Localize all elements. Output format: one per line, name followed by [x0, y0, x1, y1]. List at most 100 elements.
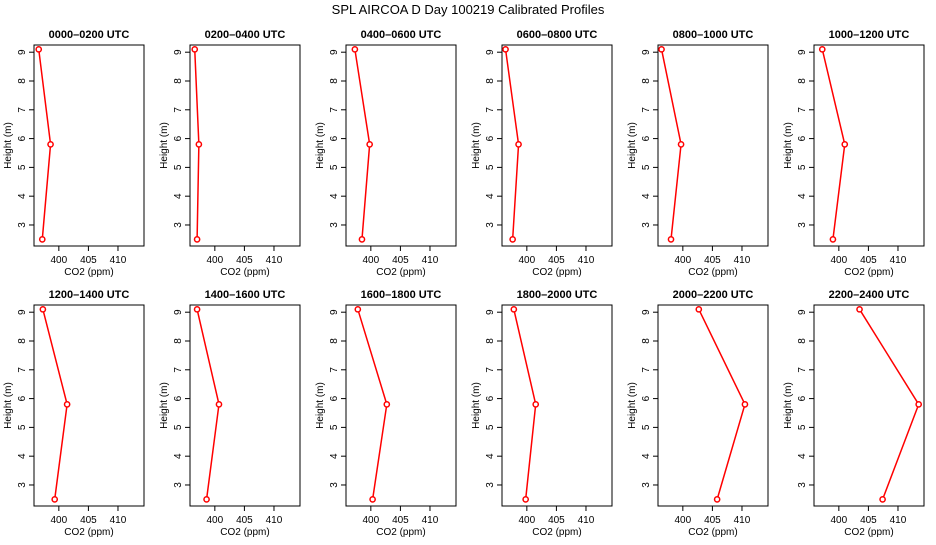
plot-frame [657, 304, 769, 507]
y-tick-label: 7 [641, 367, 652, 373]
y-tick-label: 6 [485, 395, 496, 401]
data-point [509, 236, 516, 243]
y-tick-label: 3 [485, 222, 496, 228]
x-tick-label: 410 [734, 255, 751, 266]
y-axis-label: Height (m) [315, 122, 326, 169]
y-tick-label: 7 [485, 367, 496, 373]
y-tick-label: 7 [641, 107, 652, 113]
data-point [510, 305, 518, 313]
y-tick-label: 8 [641, 338, 652, 344]
y-tick-label: 6 [797, 395, 808, 401]
data-point [829, 236, 837, 243]
x-tick-label: 405 [392, 255, 409, 266]
x-axis-label: CO2 (ppm) [688, 527, 737, 538]
y-axis-label: Height (m) [783, 382, 794, 429]
panel-title: 1800–2000 UTC [517, 289, 598, 301]
panel-11: 2000–2200 UTC 400 405 410 3 4 5 6 7 8 9 CO2 (ppm) He… [627, 289, 769, 538]
plot-frame [657, 44, 769, 247]
y-tick-label: 7 [329, 107, 340, 113]
y-tick-label: 9 [641, 49, 652, 55]
data-point [369, 496, 376, 503]
panel-8: 1400–1600 UTC 400 405 410 3 4 5 6 7 8 9 CO2 (ppm) He… [159, 289, 301, 538]
y-tick-label: 8 [17, 338, 28, 344]
y-tick-label: 7 [485, 107, 496, 113]
y-axis-label: Height (m) [3, 122, 14, 169]
x-tick-label: 405 [548, 515, 565, 526]
panel-title: 2000–2200 UTC [673, 289, 754, 301]
x-tick-label: 405 [236, 255, 253, 266]
data-point [63, 400, 71, 408]
data-point [532, 400, 540, 408]
y-tick-label: 5 [329, 424, 340, 430]
data-point [818, 45, 826, 53]
y-tick-label: 6 [17, 395, 28, 401]
panel-6: 1000–1200 UTC 400 405 410 3 4 5 6 7 8 9 CO2 (ppm) He… [783, 29, 925, 278]
y-axis-label: Height (m) [783, 122, 794, 169]
y-tick-label: 7 [173, 107, 184, 113]
x-tick-label: 400 [674, 255, 691, 266]
y-tick-label: 8 [797, 78, 808, 84]
profile-line [698, 308, 746, 500]
y-tick-label: 4 [797, 453, 808, 459]
x-tick-label: 400 [830, 255, 847, 266]
y-axis-label: Height (m) [627, 382, 638, 429]
y-tick-label: 8 [797, 338, 808, 344]
y-tick-label: 6 [485, 135, 496, 141]
y-tick-label: 6 [641, 395, 652, 401]
y-tick-label: 8 [173, 78, 184, 84]
x-axis-label: CO2 (ppm) [376, 527, 425, 538]
y-tick-label: 4 [329, 453, 340, 459]
y-tick-label: 8 [329, 78, 340, 84]
x-tick-label: 400 [518, 255, 535, 266]
panel-7: 1200–1400 UTC 400 405 410 3 4 5 6 7 8 9 CO2 (ppm) He… [3, 289, 145, 538]
panel-1: 0000–0200 UTC 400 405 410 3 4 5 6 7 8 9 CO2 (ppm) He… [3, 29, 145, 278]
x-tick-label: 400 [518, 515, 535, 526]
y-tick-label: 6 [173, 395, 184, 401]
profile-line [357, 309, 388, 500]
x-tick-label: 405 [860, 255, 877, 266]
data-point [203, 496, 210, 503]
y-tick-label: 3 [329, 222, 340, 228]
panel-9: 1600–1800 UTC 400 405 410 3 4 5 6 7 8 9 CO2 (ppm) He… [315, 289, 457, 538]
x-tick-label: 410 [578, 255, 595, 266]
x-tick-label: 400 [50, 515, 67, 526]
x-tick-label: 410 [266, 255, 283, 266]
plot-frame [501, 304, 613, 507]
panel-title: 0800–1000 UTC [673, 29, 754, 41]
y-tick-label: 3 [329, 482, 340, 488]
y-tick-label: 7 [329, 367, 340, 373]
x-axis-label: CO2 (ppm) [64, 527, 113, 538]
data-point [741, 400, 749, 408]
plot-frame [33, 44, 145, 247]
data-point [193, 305, 201, 313]
x-tick-label: 405 [80, 515, 97, 526]
plot-frame [33, 304, 145, 507]
y-tick-label: 5 [17, 424, 28, 430]
y-tick-label: 4 [173, 453, 184, 459]
y-tick-label: 6 [17, 135, 28, 141]
x-tick-label: 410 [110, 255, 127, 266]
data-point [522, 496, 530, 503]
y-tick-label: 7 [797, 367, 808, 373]
y-axis-label: Height (m) [315, 382, 326, 429]
y-tick-label: 3 [17, 222, 28, 228]
y-tick-label: 4 [485, 453, 496, 459]
panel-title: 1200–1400 UTC [49, 289, 130, 301]
x-axis-label: CO2 (ppm) [532, 267, 581, 278]
y-tick-label: 4 [329, 193, 340, 199]
data-point [695, 305, 703, 313]
x-tick-label: 405 [860, 515, 877, 526]
data-point [195, 140, 203, 148]
x-tick-label: 400 [50, 255, 67, 266]
y-tick-label: 3 [641, 222, 652, 228]
y-axis-label: Height (m) [3, 382, 14, 429]
y-tick-label: 4 [17, 193, 28, 199]
y-axis-label: Height (m) [471, 382, 482, 429]
data-point [38, 236, 46, 243]
y-tick-label: 4 [173, 193, 184, 199]
data-point [677, 140, 685, 148]
y-tick-label: 9 [173, 49, 184, 55]
y-tick-label: 8 [485, 338, 496, 344]
data-point [191, 45, 199, 53]
y-tick-label: 3 [485, 482, 496, 488]
